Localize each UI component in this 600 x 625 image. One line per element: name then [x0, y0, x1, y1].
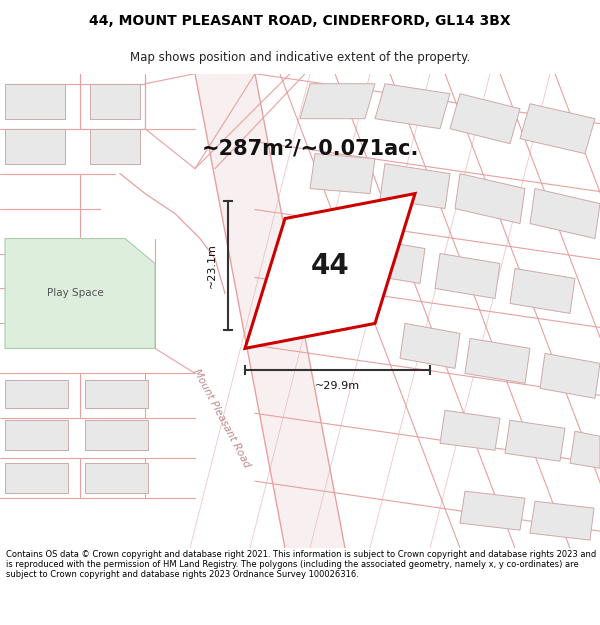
Polygon shape [510, 269, 575, 313]
Polygon shape [90, 84, 140, 119]
Polygon shape [530, 501, 594, 540]
Text: Map shows position and indicative extent of the property.: Map shows position and indicative extent… [130, 51, 470, 64]
Text: Mount Pleasant Road: Mount Pleasant Road [192, 368, 252, 469]
Text: ~29.9m: ~29.9m [315, 381, 360, 391]
Polygon shape [195, 74, 345, 548]
Text: 44, MOUNT PLEASANT ROAD, CINDERFORD, GL14 3BX: 44, MOUNT PLEASANT ROAD, CINDERFORD, GL1… [89, 14, 511, 28]
Polygon shape [460, 491, 525, 530]
Text: ~287m²/~0.071ac.: ~287m²/~0.071ac. [202, 139, 419, 159]
Polygon shape [440, 410, 500, 450]
Polygon shape [5, 239, 155, 348]
Polygon shape [300, 84, 375, 119]
Polygon shape [90, 129, 140, 164]
Polygon shape [5, 420, 68, 450]
Polygon shape [5, 84, 65, 119]
Polygon shape [5, 129, 65, 164]
Polygon shape [465, 338, 530, 383]
Polygon shape [540, 353, 600, 398]
Polygon shape [450, 94, 520, 144]
Polygon shape [380, 164, 450, 209]
Polygon shape [5, 381, 68, 408]
Polygon shape [310, 154, 375, 194]
Text: 44: 44 [311, 252, 349, 280]
Polygon shape [85, 381, 148, 408]
Polygon shape [375, 84, 450, 129]
Text: ~23.1m: ~23.1m [207, 243, 217, 288]
Polygon shape [530, 189, 600, 239]
Polygon shape [435, 254, 500, 299]
Polygon shape [360, 239, 425, 284]
Polygon shape [5, 463, 68, 493]
Polygon shape [245, 194, 415, 348]
Text: Play Space: Play Space [47, 289, 103, 299]
Polygon shape [400, 323, 460, 368]
Polygon shape [505, 420, 565, 461]
Polygon shape [520, 104, 595, 154]
Polygon shape [85, 420, 148, 450]
Polygon shape [570, 431, 600, 468]
Polygon shape [455, 174, 525, 224]
Text: Contains OS data © Crown copyright and database right 2021. This information is : Contains OS data © Crown copyright and d… [6, 549, 596, 579]
Polygon shape [85, 463, 148, 493]
